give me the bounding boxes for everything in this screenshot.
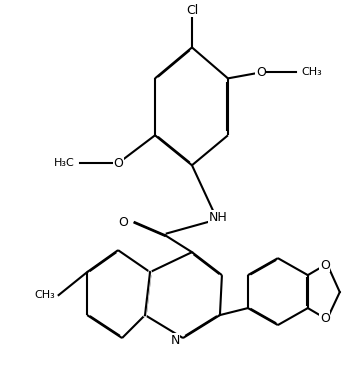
Text: N: N xyxy=(170,333,180,347)
Text: O: O xyxy=(113,157,123,170)
Text: O: O xyxy=(118,216,128,229)
Text: CH₃: CH₃ xyxy=(301,68,322,77)
Text: O: O xyxy=(320,258,330,272)
Text: O: O xyxy=(256,66,266,79)
Text: Cl: Cl xyxy=(186,4,198,17)
Text: NH: NH xyxy=(209,211,227,224)
Text: O: O xyxy=(320,311,330,325)
Text: CH₃: CH₃ xyxy=(34,290,55,300)
Text: H₃C: H₃C xyxy=(54,158,75,168)
